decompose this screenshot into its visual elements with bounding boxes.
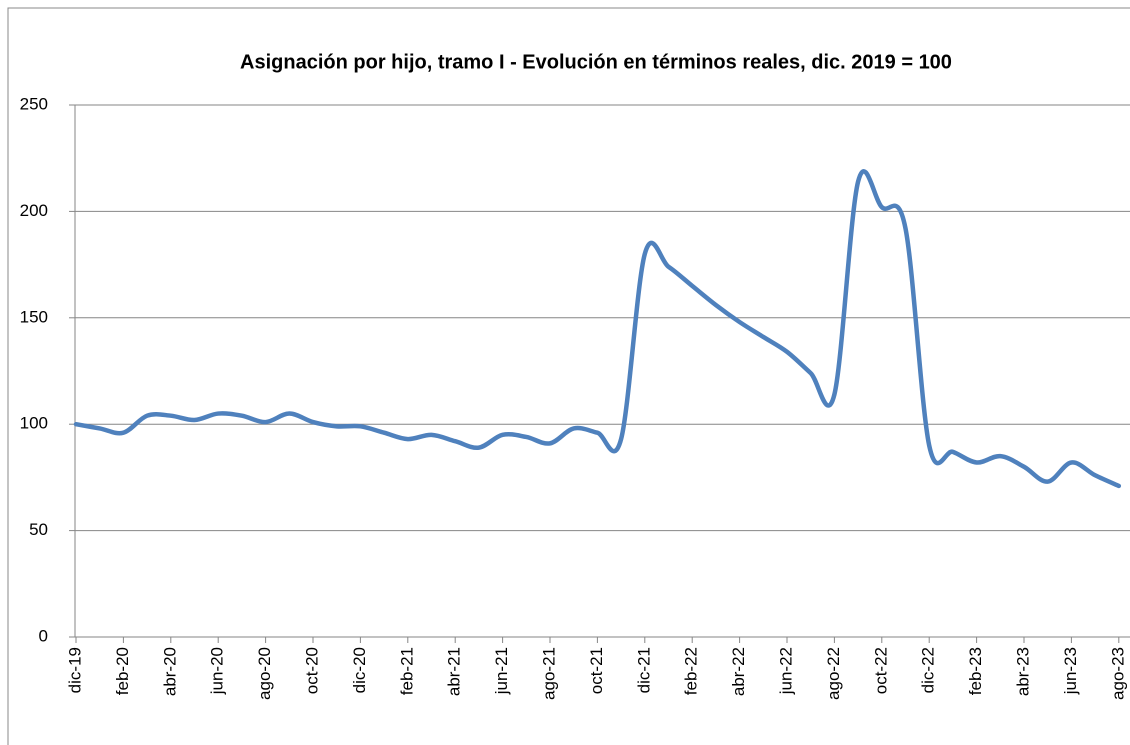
x-tick-label: feb-20 (113, 647, 132, 695)
x-tick-label: feb-23 (966, 647, 985, 695)
x-tick-label: jun-21 (492, 647, 511, 695)
x-tick-label: feb-21 (397, 647, 416, 695)
x-tick-label: oct-21 (587, 647, 606, 694)
chart-frame (7, 7, 1130, 745)
x-tick-label: oct-20 (302, 647, 321, 694)
x-tick-label: ago-21 (539, 647, 558, 700)
x-tick-label: dic-19 (65, 647, 84, 693)
x-tick-label: abr-21 (445, 647, 464, 696)
x-tick-label: ago-23 (1108, 647, 1127, 700)
x-tick-label: ago-20 (255, 647, 274, 700)
y-tick-label: 150 (20, 307, 48, 326)
y-tick-label: 100 (20, 414, 48, 433)
x-tick-label: abr-22 (729, 647, 748, 696)
y-tick-label: 50 (29, 520, 48, 539)
y-tick-label: 0 (39, 626, 48, 645)
x-tick-label: abr-23 (1013, 647, 1032, 696)
data-line (73, 169, 1122, 489)
x-tick-label: dic-20 (350, 647, 369, 693)
x-tick-label: abr-20 (160, 647, 179, 696)
y-tick-label: 250 (20, 94, 48, 113)
x-tick-label: dic-22 (919, 647, 938, 693)
x-tick-label: jun-20 (208, 647, 227, 695)
x-tick-label: jun-23 (1061, 647, 1080, 695)
x-tick-label: ago-22 (824, 647, 843, 700)
x-tick-label: feb-22 (682, 647, 701, 695)
chart-title: Asignación por hijo, tramo I - Evolución… (240, 51, 952, 73)
x-tick-label: jun-22 (776, 647, 795, 695)
y-tick-label: 200 (20, 201, 48, 220)
x-tick-label: oct-22 (871, 647, 890, 694)
x-tick-label: dic-21 (634, 647, 653, 693)
